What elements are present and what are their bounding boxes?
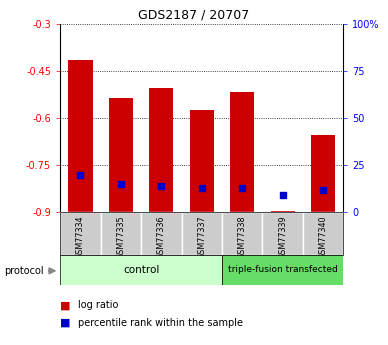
Text: GDS2187 / 20707: GDS2187 / 20707 <box>139 9 249 22</box>
Bar <box>222 212 262 255</box>
Text: triple-fusion transfected: triple-fusion transfected <box>228 265 338 275</box>
Bar <box>100 212 141 255</box>
Text: GSM77339: GSM77339 <box>278 216 287 259</box>
Bar <box>68 60 92 212</box>
Text: GSM77334: GSM77334 <box>76 216 85 259</box>
Bar <box>149 88 173 212</box>
Text: GSM77338: GSM77338 <box>238 216 247 259</box>
Point <box>320 187 326 193</box>
Text: GSM77336: GSM77336 <box>157 216 166 259</box>
Bar <box>109 98 133 212</box>
Text: protocol: protocol <box>4 266 43 276</box>
Bar <box>190 110 214 212</box>
Point <box>280 193 286 198</box>
Point <box>239 185 245 190</box>
Point <box>118 181 124 187</box>
Bar <box>60 212 100 255</box>
Bar <box>270 210 295 212</box>
Bar <box>311 135 335 212</box>
Text: GSM77337: GSM77337 <box>197 216 206 259</box>
Text: control: control <box>123 265 159 275</box>
Text: ■: ■ <box>60 300 71 310</box>
Text: percentile rank within the sample: percentile rank within the sample <box>78 318 242 327</box>
Bar <box>262 212 303 255</box>
Text: GSM77335: GSM77335 <box>116 216 125 259</box>
Point <box>199 185 205 190</box>
Bar <box>141 212 182 255</box>
Bar <box>60 255 222 285</box>
Bar <box>182 212 222 255</box>
Point <box>158 183 165 189</box>
Bar <box>303 212 343 255</box>
Point <box>77 172 83 177</box>
Text: log ratio: log ratio <box>78 300 118 310</box>
Bar <box>222 255 343 285</box>
Text: GSM77340: GSM77340 <box>319 216 327 259</box>
Bar <box>230 91 255 212</box>
Text: ■: ■ <box>60 318 71 327</box>
